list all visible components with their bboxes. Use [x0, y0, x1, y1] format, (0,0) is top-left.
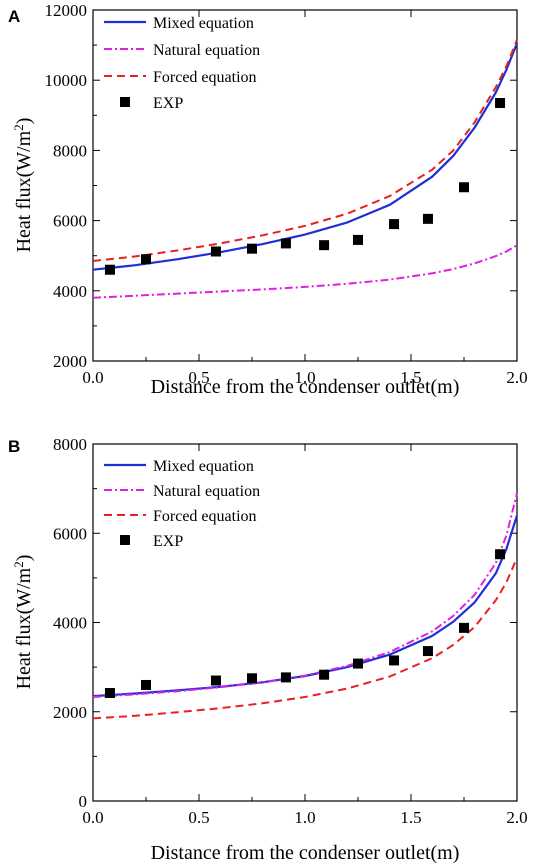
legend-label-exp: EXP — [153, 533, 183, 550]
x-tick-label: 1.5 — [400, 808, 421, 827]
exp-data-point — [319, 240, 330, 251]
natural-equation-line — [92, 492, 518, 698]
exp-markers — [104, 98, 506, 275]
y-tick-label: 10000 — [45, 71, 88, 90]
exp-data-point — [459, 622, 469, 633]
exp-data-point — [280, 672, 291, 683]
y-tick-labels: 0 2000 4000 6000 8000 — [53, 435, 87, 811]
panel-b: B 0.0 0.5 1.0 1.5 2.0 0 2000 4000 6000 8000 Mixe… — [8, 435, 528, 864]
exp-data-point — [422, 646, 433, 657]
forced-equation-line — [92, 39, 518, 262]
x-tick-label: 0.5 — [188, 368, 209, 387]
legend-swatch-exp — [120, 97, 130, 107]
y-tick-label: 6000 — [53, 524, 87, 543]
exp-data-point — [210, 675, 221, 686]
mixed-equation-line — [92, 42, 519, 271]
exp-data-point — [247, 243, 257, 254]
y-tick-label: 12000 — [45, 1, 88, 20]
x-tick-labels: 0.0 0.5 1.0 1.5 2.0 — [82, 808, 527, 827]
x-tick-labels: 0.0 0.5 1.0 1.5 2.0 — [82, 368, 527, 387]
panel-label: A — [8, 7, 20, 26]
exp-data-point — [353, 234, 363, 245]
exp-data-point — [459, 182, 469, 193]
exp-data-point — [422, 213, 433, 224]
legend-label-forced: Forced equation — [153, 508, 257, 525]
y-tick-labels: 2000 4000 6000 8000 10000 12000 — [45, 1, 88, 371]
legend-label-mixed: Mixed equation — [153, 15, 254, 32]
x-tick-label: 0.0 — [82, 368, 103, 387]
exp-markers — [104, 549, 506, 699]
axis-ticks — [92, 443, 518, 802]
exp-data-point — [141, 679, 151, 690]
panel-a: A 0.0 0.5 1.0 1.5 2.0 2000 4000 6000 8000 10000 1… — [8, 1, 528, 398]
exp-data-point — [210, 246, 221, 257]
x-tick-label: 1.5 — [400, 368, 421, 387]
x-tick-label: 1.0 — [294, 368, 315, 387]
y-tick-label: 2000 — [53, 703, 87, 722]
x-axis-label: Distance from the condenser outlet(m) — [151, 842, 460, 864]
x-tick-label: 0.5 — [188, 808, 209, 827]
x-tick-label: 1.0 — [294, 808, 315, 827]
axis-ticks — [92, 9, 518, 362]
panel-label: B — [8, 437, 20, 456]
legend-label-forced: Forced equation — [153, 69, 257, 86]
legend: Mixed equation Natural equation Forced e… — [104, 458, 260, 550]
exp-data-point — [389, 219, 400, 230]
exp-data-point — [495, 98, 506, 109]
y-tick-label: 4000 — [53, 614, 87, 633]
x-axis-label: Distance from the condenser outlet(m) — [151, 376, 460, 398]
y-axis-label: Heat flux(W/m2) — [11, 118, 35, 253]
x-tick-label: 2.0 — [506, 808, 527, 827]
exp-data-point — [247, 673, 257, 684]
y-tick-label: 6000 — [53, 212, 87, 231]
exp-data-point — [280, 238, 291, 249]
forced-equation-line — [92, 557, 518, 720]
exp-data-point — [319, 669, 330, 680]
legend-label-natural: Natural equation — [153, 42, 260, 59]
natural-equation-line — [92, 244, 518, 299]
legend-label-mixed: Mixed equation — [153, 458, 254, 475]
y-tick-label: 2000 — [53, 352, 87, 371]
y-tick-label: 8000 — [53, 141, 87, 160]
exp-data-point — [104, 264, 115, 275]
y-tick-label: 4000 — [53, 282, 87, 301]
series-lines — [92, 39, 519, 299]
x-tick-label: 0.0 — [82, 808, 103, 827]
x-tick-label: 2.0 — [506, 368, 527, 387]
legend-swatch-exp — [120, 535, 130, 545]
exp-data-point — [389, 655, 400, 666]
y-tick-label: 8000 — [53, 435, 87, 454]
exp-data-point — [141, 254, 151, 265]
series-lines — [92, 492, 519, 720]
legend-label-exp: EXP — [153, 95, 183, 112]
y-axis-label: Heat flux(W/m2) — [11, 555, 35, 690]
exp-data-point — [104, 688, 115, 699]
plot-frame — [92, 9, 518, 362]
y-tick-label: 0 — [79, 792, 88, 811]
exp-data-point — [353, 658, 363, 669]
legend-label-natural: Natural equation — [153, 483, 260, 500]
legend: Mixed equation Natural equation Forced e… — [104, 15, 260, 112]
exp-data-point — [495, 549, 506, 560]
